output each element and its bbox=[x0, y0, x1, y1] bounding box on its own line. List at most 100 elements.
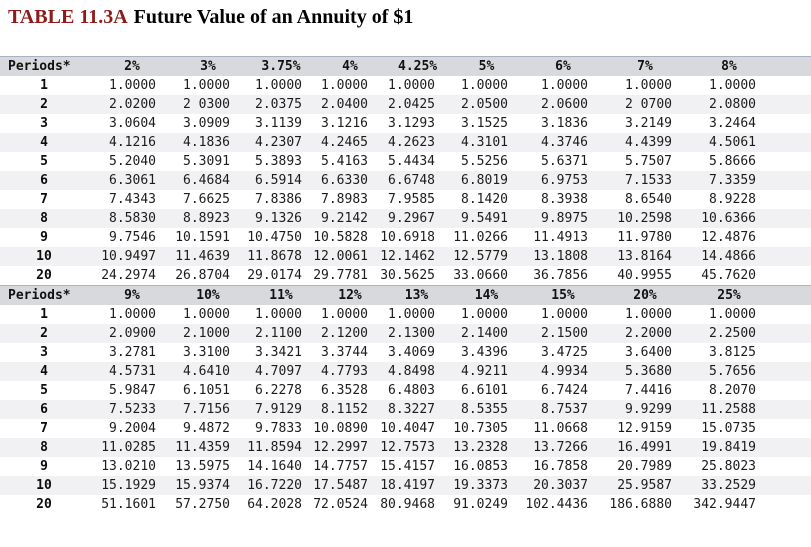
value-cell: 1.0000 bbox=[183, 78, 230, 93]
value-cell: 6.1051 bbox=[183, 383, 230, 398]
value-cell: 1.0000 bbox=[709, 307, 756, 322]
period-cell: 9 bbox=[40, 459, 48, 474]
value-cell: 3.1216 bbox=[321, 116, 368, 131]
value-cell: 40.9955 bbox=[617, 268, 672, 283]
row-filler bbox=[766, 114, 811, 133]
value-cell: 1.0000 bbox=[321, 307, 368, 322]
value-cell: 5.3680 bbox=[625, 364, 672, 379]
value-cell: 80.9468 bbox=[380, 497, 435, 512]
value-cell: 3.1293 bbox=[388, 116, 435, 131]
table-row: 1 1.0000 1.0000 1.0000 1.0000 1.0000 1.0000 1.0… bbox=[0, 305, 811, 324]
value-cell: 6.3528 bbox=[321, 383, 368, 398]
value-cell: 4.1216 bbox=[109, 135, 156, 150]
value-cell: 5.7656 bbox=[709, 364, 756, 379]
value-cell: 3.1836 bbox=[541, 116, 588, 131]
table-row: 4 4.5731 4.6410 4.7097 4.7793 4.8498 4.9211 4.9… bbox=[0, 362, 811, 381]
period-cell: 7 bbox=[40, 192, 48, 207]
value-cell: 2.0900 bbox=[109, 326, 156, 341]
value-cell: 3.3421 bbox=[255, 345, 302, 360]
period-cell: 9 bbox=[40, 230, 48, 245]
table-row: 6 6.3061 6.4684 6.5914 6.6330 6.6748 6.8019 6.9… bbox=[0, 171, 811, 190]
row-filler bbox=[766, 266, 811, 285]
annuity-table: Periods* 2% 3% 3.75% 4% 4.25% 5% 6% 7% 8% 1 1.0000 1… bbox=[0, 56, 811, 514]
value-cell: 12.1462 bbox=[380, 249, 435, 264]
value-cell: 1.0000 bbox=[625, 307, 672, 322]
value-cell: 8.2070 bbox=[709, 383, 756, 398]
value-cell: 10.6918 bbox=[380, 230, 435, 245]
value-cell: 4.5731 bbox=[109, 364, 156, 379]
value-cell: 12.2997 bbox=[313, 440, 368, 455]
table-row: 4 4.1216 4.1836 4.2307 4.2465 4.2623 4.3101 4.3… bbox=[0, 133, 811, 152]
period-cell: 20 bbox=[36, 497, 52, 512]
period-cell: 7 bbox=[40, 421, 48, 436]
value-cell: 7.5233 bbox=[109, 402, 156, 417]
value-cell: 3.0604 bbox=[109, 116, 156, 131]
row-filler bbox=[766, 476, 811, 495]
value-cell: 15.1929 bbox=[101, 478, 156, 493]
value-cell: 15.4157 bbox=[380, 459, 435, 474]
row-filler bbox=[766, 324, 811, 343]
value-cell: 20.3037 bbox=[533, 478, 588, 493]
value-cell: 5.5256 bbox=[461, 154, 508, 169]
value-cell: 5.9847 bbox=[109, 383, 156, 398]
value-cell: 13.2328 bbox=[453, 440, 508, 455]
table-row: 20 24.2974 26.8704 29.0174 29.7781 30.5625 33.… bbox=[0, 266, 811, 285]
value-cell: 12.5779 bbox=[453, 249, 508, 264]
value-cell: 15.9374 bbox=[175, 478, 230, 493]
value-cell: 2.1400 bbox=[461, 326, 508, 341]
value-cell: 10.9497 bbox=[101, 249, 156, 264]
value-cell: 24.2974 bbox=[101, 268, 156, 283]
value-cell: 7.9129 bbox=[255, 402, 302, 417]
row-filler bbox=[766, 171, 811, 190]
value-cell: 36.7856 bbox=[533, 268, 588, 283]
value-cell: 11.8678 bbox=[247, 249, 302, 264]
value-cell: 9.7833 bbox=[255, 421, 302, 436]
row-filler bbox=[766, 209, 811, 228]
row-filler bbox=[766, 438, 811, 457]
value-cell: 33.0660 bbox=[453, 268, 508, 283]
row-filler bbox=[766, 381, 811, 400]
value-cell: 5.4434 bbox=[388, 154, 435, 169]
value-cell: 10.5828 bbox=[313, 230, 368, 245]
value-cell: 25.9587 bbox=[617, 478, 672, 493]
value-cell: 8.7537 bbox=[541, 402, 588, 417]
value-cell: 1.0000 bbox=[461, 78, 508, 93]
value-cell: 9.2142 bbox=[321, 211, 368, 226]
value-cell: 6.6101 bbox=[461, 383, 508, 398]
value-cell: 11.8594 bbox=[247, 440, 302, 455]
table-row: 5 5.2040 5.3091 5.3893 5.4163 5.4434 5.5256 5.6… bbox=[0, 152, 811, 171]
rate-column-header: 3.75% bbox=[261, 59, 301, 74]
table-row: 3 3.0604 3.0909 3.1139 3.1216 3.1293 3.1525 3.1… bbox=[0, 114, 811, 133]
period-cell: 10 bbox=[36, 249, 52, 264]
value-cell: 15.0735 bbox=[701, 421, 756, 436]
value-cell: 4.9934 bbox=[541, 364, 588, 379]
period-cell: 6 bbox=[40, 402, 48, 417]
table-row: 2 2.0900 2.1000 2.1100 2.1200 2.1300 2.1400 2.1… bbox=[0, 324, 811, 343]
rate-column-header: 3% bbox=[200, 59, 216, 74]
annuity-table-section-1: Periods* 2% 3% 3.75% 4% 4.25% 5% 6% 7% 8% 1 1.0000 1… bbox=[0, 56, 811, 285]
table-row: 20 51.1601 57.2750 64.2028 72.0524 80.9468 91.… bbox=[0, 495, 811, 514]
rate-column-header: 14% bbox=[474, 288, 499, 303]
value-cell: 1.0000 bbox=[109, 78, 156, 93]
value-cell: 13.5975 bbox=[175, 459, 230, 474]
value-cell: 20.7989 bbox=[617, 459, 672, 474]
value-cell: 8.6540 bbox=[625, 192, 672, 207]
period-cell: 1 bbox=[40, 78, 48, 93]
value-cell: 17.5487 bbox=[313, 478, 368, 493]
value-cell: 2.1100 bbox=[255, 326, 302, 341]
period-cell: 8 bbox=[40, 211, 48, 226]
rate-column-header: 9% bbox=[124, 288, 140, 303]
value-cell: 1.0000 bbox=[183, 307, 230, 322]
table-row: 5 5.9847 6.1051 6.2278 6.3528 6.4803 6.6101 6.7… bbox=[0, 381, 811, 400]
row-filler bbox=[766, 362, 811, 381]
value-cell: 5.3893 bbox=[255, 154, 302, 169]
value-cell: 5.3091 bbox=[183, 154, 230, 169]
value-cell: 9.7546 bbox=[109, 230, 156, 245]
period-cell: 3 bbox=[40, 345, 48, 360]
rate-column-header: 4.25% bbox=[398, 59, 438, 74]
value-cell: 7.9585 bbox=[388, 192, 435, 207]
value-cell: 10.0890 bbox=[313, 421, 368, 436]
value-cell: 3.4069 bbox=[388, 345, 435, 360]
row-filler bbox=[766, 419, 811, 438]
table-row: 9 13.0210 13.5975 14.1640 14.7757 15.4157 16.0… bbox=[0, 457, 811, 476]
